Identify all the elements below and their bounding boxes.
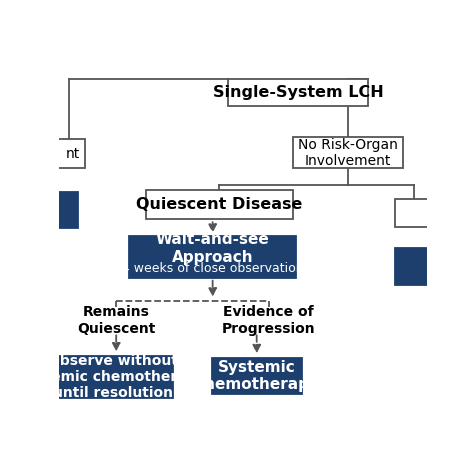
- Bar: [146, 190, 292, 219]
- Text: Single-System LCH: Single-System LCH: [213, 85, 383, 100]
- Bar: [395, 248, 432, 285]
- Bar: [228, 79, 368, 106]
- Text: Remains
Quiescent: Remains Quiescent: [77, 305, 155, 336]
- Text: nt: nt: [65, 146, 80, 161]
- Text: Systemic
Chemotherapy: Systemic Chemotherapy: [194, 360, 319, 392]
- Text: (4 weeks of close observation): (4 weeks of close observation): [117, 262, 309, 275]
- Text: Wait-and-see
Approach: Wait-and-see Approach: [156, 232, 270, 265]
- Bar: [54, 192, 78, 228]
- Bar: [52, 356, 173, 398]
- Text: No Risk-Organ
Involvement: No Risk-Organ Involvement: [298, 137, 398, 168]
- Text: Observe without
systemic chemotherapy
until resolution: Observe without systemic chemotherapy un…: [19, 354, 206, 401]
- Text: Evidence of
Progression: Evidence of Progression: [222, 305, 316, 336]
- Bar: [212, 358, 301, 394]
- Bar: [54, 139, 85, 168]
- Bar: [292, 137, 403, 168]
- Text: Quiescent Disease: Quiescent Disease: [136, 197, 302, 212]
- Bar: [129, 236, 296, 278]
- Bar: [395, 199, 432, 227]
